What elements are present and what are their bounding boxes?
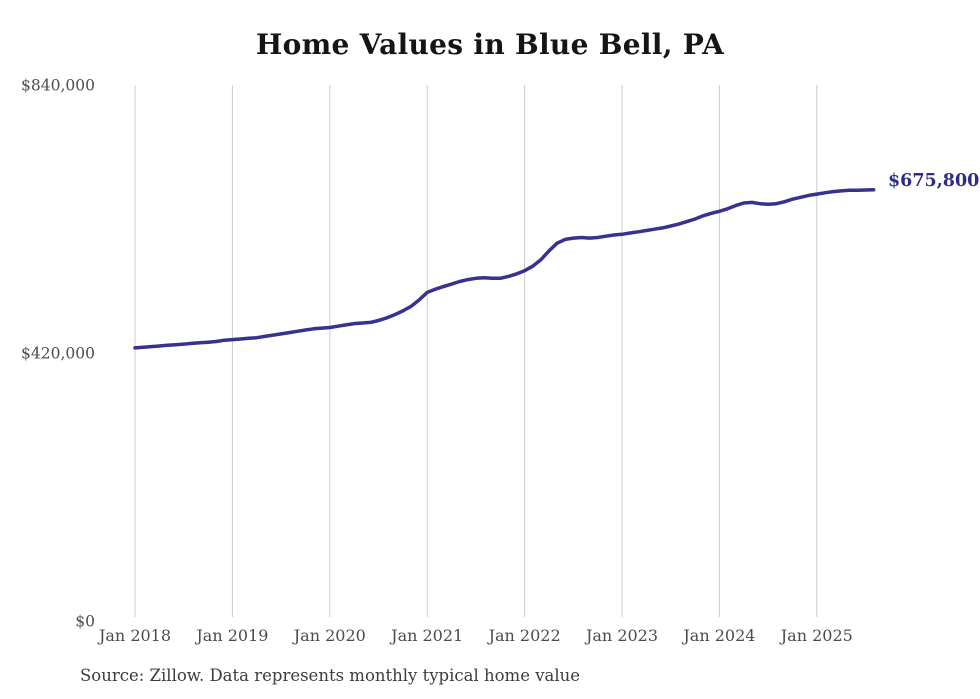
- source-note: Source: Zillow. Data represents monthly …: [80, 666, 581, 685]
- x-axis-tick-label: Jan 2020: [292, 626, 366, 645]
- x-axis-tick-label: Jan 2018: [97, 626, 171, 645]
- x-axis-tick-label: Jan 2019: [194, 626, 268, 645]
- current-value-label: $675,800: [888, 171, 980, 191]
- x-axis-tick-label: Jan 2022: [487, 626, 561, 645]
- x-axis-tick-label: Jan 2021: [389, 626, 463, 645]
- y-axis-tick-label: $0: [75, 613, 95, 631]
- y-axis-tick-label: $840,000: [21, 77, 95, 95]
- x-axis-tick-label: Jan 2024: [681, 626, 755, 645]
- home-value-series-line: [133, 188, 876, 350]
- x-axis-tick-label: Jan 2025: [779, 626, 853, 645]
- chart-title: Home Values in Blue Bell, PA: [255, 28, 725, 61]
- x-axis-tick-label: Jan 2023: [584, 626, 658, 645]
- y-axis-tick-label: $420,000: [21, 345, 95, 363]
